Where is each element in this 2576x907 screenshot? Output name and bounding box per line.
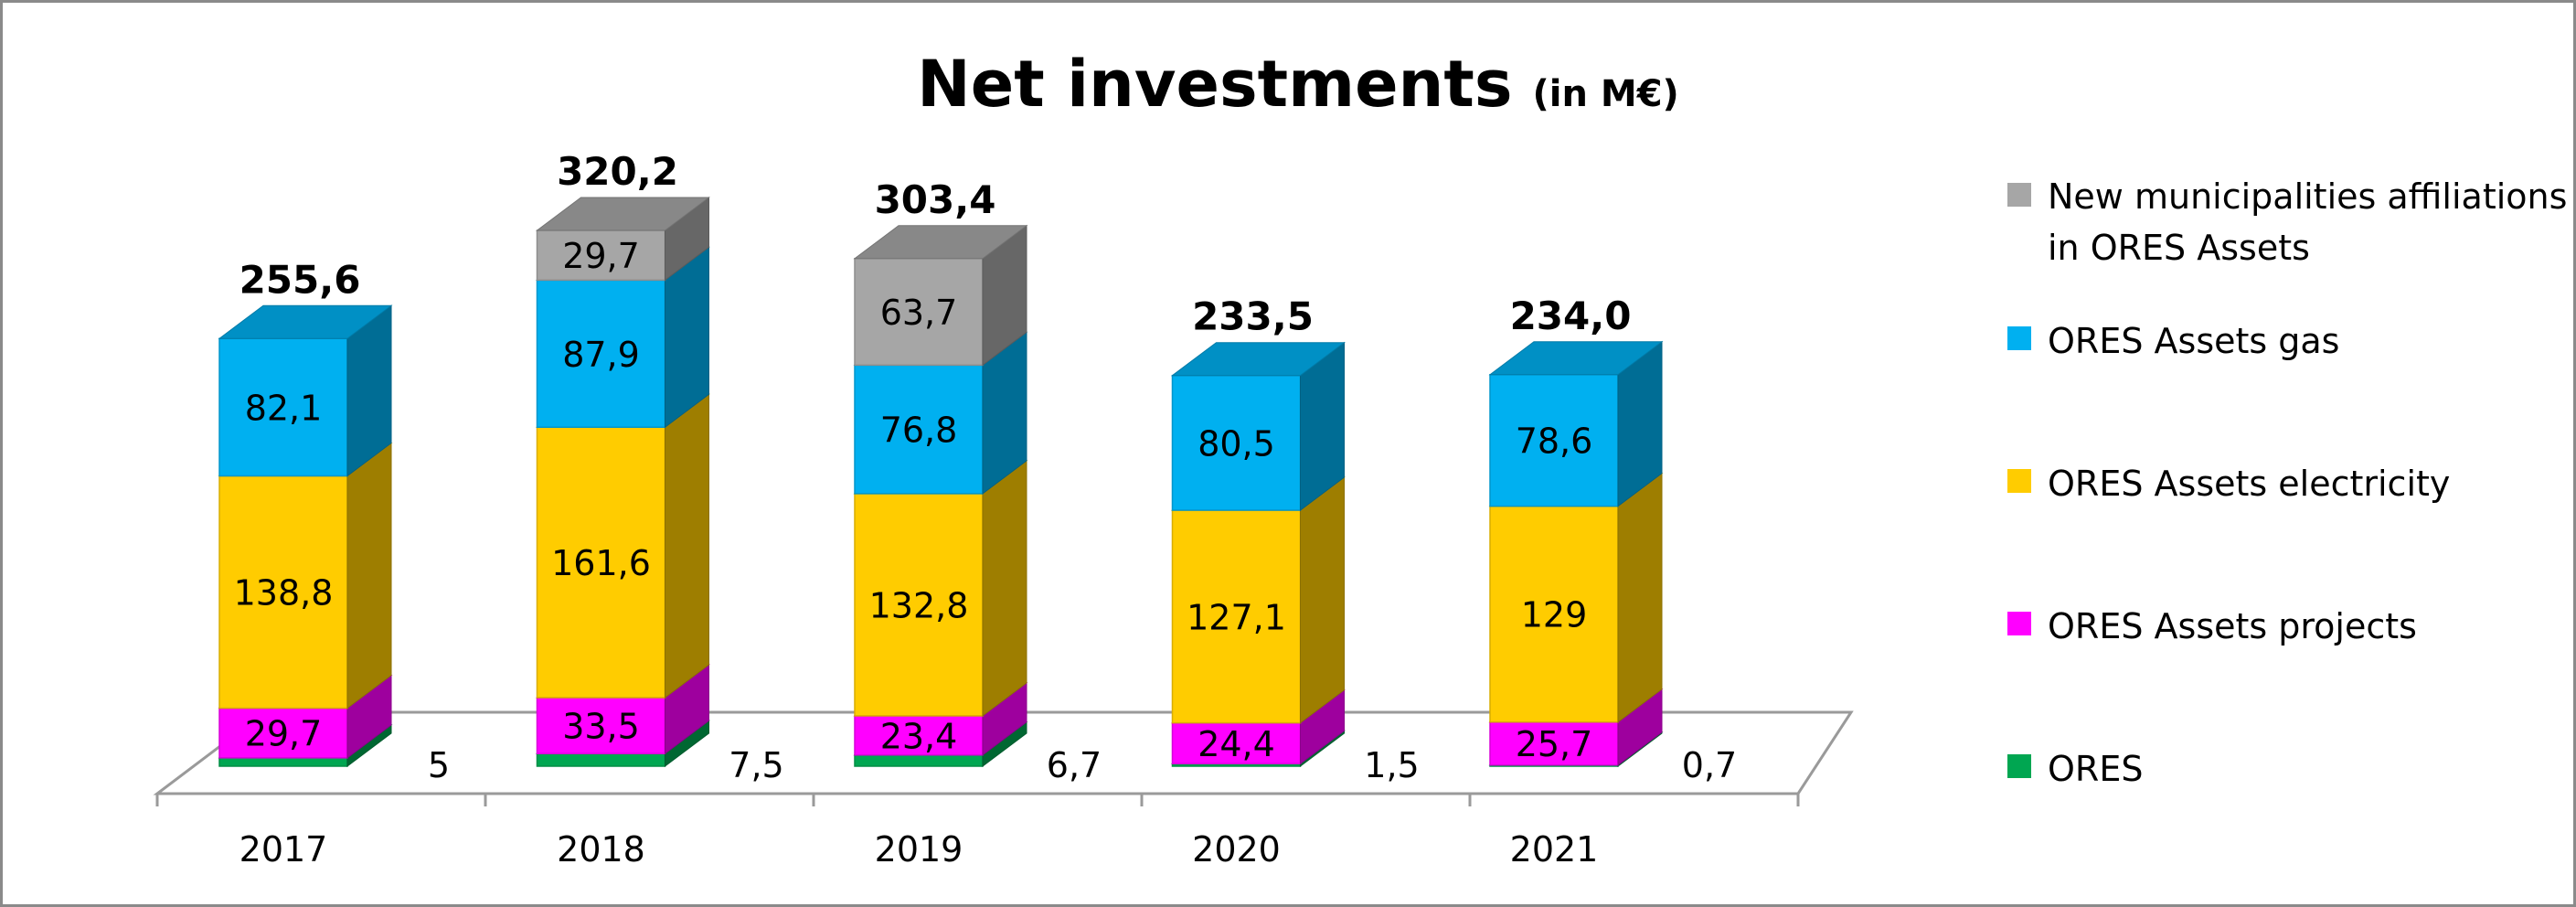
bar-top (853, 225, 1028, 260)
total-label: 255,6 (240, 257, 361, 302)
legend-swatch (2007, 469, 2031, 493)
bar-front (218, 475, 348, 710)
legend-label: ORES (2048, 749, 2143, 789)
segment-label: 25,7 (1516, 724, 1593, 764)
chart-title: Net investments (in M€) (917, 47, 1679, 122)
segment-label: 132,8 (869, 585, 969, 625)
bar-side (665, 393, 709, 699)
bar-front (854, 364, 984, 495)
category-label: 2017 (240, 829, 328, 870)
total-label: 234,0 (1510, 293, 1632, 338)
bar-front (218, 337, 348, 477)
bar-front (536, 752, 666, 767)
bar-front (1171, 509, 1302, 724)
labels-group: 5 29,7 138,8 82,1 255,6 2017 7,5 33,5 161,6 87,9 2… (234, 149, 1738, 870)
bar-segment (536, 197, 710, 282)
segment-label: 6,7 (1047, 745, 1102, 785)
category-label: 2018 (557, 829, 645, 870)
segment-label: 80,5 (1198, 423, 1275, 464)
bar-top (1488, 341, 1664, 376)
segment-label: 33,5 (562, 707, 640, 747)
bar-segment (853, 224, 1028, 367)
legend-item: ORES Assets gas (2007, 321, 2339, 361)
bar-front (854, 493, 984, 717)
segment-label: 23,4 (880, 716, 958, 756)
segment-label: 29,7 (562, 236, 640, 276)
segment-label: 127,1 (1187, 597, 1286, 637)
segment-label: 24,4 (1198, 724, 1275, 764)
total-label: 320,2 (557, 149, 678, 194)
bar-front (536, 697, 666, 755)
chart-title-unit: (in M€) (1533, 73, 1679, 115)
legend-item: New municipalities affiliations in ORES A… (2007, 176, 2567, 268)
bar-segment (218, 304, 393, 477)
legend: New municipalities affiliations in ORES A… (2007, 176, 2567, 789)
bar-top (218, 304, 393, 339)
legend-label: ORES Assets gas (2048, 321, 2339, 361)
category-label: 2020 (1192, 829, 1281, 870)
bar-segment (1488, 340, 1664, 507)
bar-front (854, 715, 984, 756)
legend-label: New municipalities affiliations (2048, 176, 2567, 217)
bar-front (218, 757, 348, 767)
segment-label: 129 (1521, 595, 1588, 635)
bar-front (1489, 505, 1619, 723)
legend-item: ORES (2007, 749, 2143, 789)
bars-group (218, 197, 1664, 767)
bar-front (536, 279, 666, 428)
segment-label: 5 (428, 745, 450, 785)
bar-front (1171, 374, 1302, 511)
legend-swatch (2007, 326, 2031, 350)
total-label: 233,5 (1192, 294, 1314, 339)
legend-swatch (2007, 183, 2031, 207)
segment-label: 0,7 (1682, 745, 1737, 785)
bar-front (536, 426, 666, 699)
bar-top (536, 197, 710, 231)
legend-swatch (2007, 754, 2031, 778)
bar-side (346, 442, 392, 710)
segment-label: 82,1 (245, 388, 323, 428)
bar-top (1171, 342, 1346, 377)
segment-label: 29,7 (245, 714, 323, 754)
segment-label: 138,8 (234, 572, 334, 613)
legend-item: ORES Assets projects (2007, 606, 2417, 646)
segment-label: 87,9 (562, 335, 640, 375)
segment-label: 78,6 (1516, 421, 1593, 462)
legend-label: in ORES Assets (2048, 228, 2310, 268)
legend-label: ORES Assets electricity (2048, 464, 2450, 504)
chart-title-main: Net investments (917, 47, 1512, 122)
legend-swatch (2007, 612, 2031, 635)
legend-label: ORES Assets projects (2048, 606, 2417, 646)
legend-item: ORES Assets electricity (2007, 464, 2450, 504)
total-label: 303,4 (875, 177, 996, 222)
segment-label: 161,6 (551, 543, 651, 583)
bar-side (982, 459, 1027, 717)
segment-label: 7,5 (729, 745, 783, 785)
bar-side (1300, 476, 1345, 724)
bar-segment (1171, 341, 1346, 512)
segment-label: 1,5 (1364, 745, 1419, 785)
category-label: 2021 (1510, 829, 1599, 870)
segment-label: 76,8 (880, 411, 958, 451)
bar-front (1489, 374, 1619, 507)
bar-side (1617, 472, 1663, 723)
segment-label: 63,7 (880, 293, 958, 333)
category-label: 2019 (875, 829, 963, 870)
bar-front (854, 753, 984, 767)
bar-front (1489, 720, 1619, 766)
